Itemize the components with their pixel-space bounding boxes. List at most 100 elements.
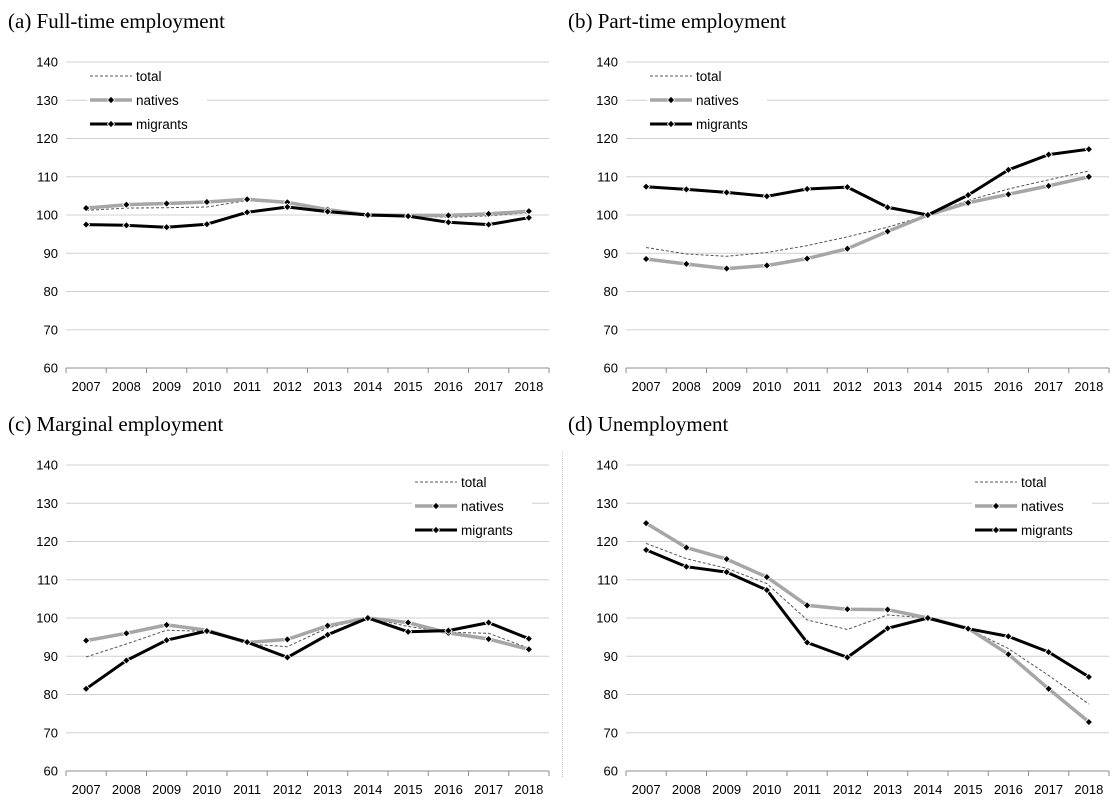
series-line-natives [645,175,1090,271]
y-tick-label: 100 [596,611,618,626]
x-tick-label: 2009 [152,782,181,797]
legend-marker-natives [666,95,676,105]
data-point-migrants [1044,150,1053,159]
chart-title: (b) Part-time employment [568,9,786,33]
y-tick-label: 90 [44,649,58,664]
x-tick-label: 2010 [752,782,781,797]
legend-label-total: total [461,475,487,490]
legend-marker-migrants [431,525,441,535]
data-point-natives [843,605,852,614]
data-point-migrants [963,624,973,633]
chart-panel-d: (d) Unemployment 60 70 80 90 100 110 120 130 140 2… [560,403,1119,806]
data-point-migrants [323,207,332,216]
data-point-natives [444,211,453,220]
data-point-natives [883,227,892,236]
series-line-migrants [645,548,1090,679]
data-point-migrants [363,210,373,220]
y-tick-label: 140 [36,55,58,70]
x-tick-label: 2016 [994,379,1023,394]
data-point-migrants [403,211,413,221]
y-tick-label: 100 [596,208,618,223]
legend-background [412,473,532,491]
x-tick-label: 2016 [994,782,1023,797]
data-point-natives [963,198,973,207]
x-tick-label: 2018 [1074,782,1103,797]
legend-label-migrants: migrants [1021,523,1073,538]
legend-background [87,115,207,133]
data-point-migrants [403,627,413,636]
data-point-migrants [923,613,933,623]
y-tick-label: 110 [37,169,58,184]
data-point-migrants [963,190,973,200]
data-point-migrants [484,618,493,627]
legend-marker-migrants [106,119,116,129]
y-tick-label: 120 [36,534,58,549]
chart-svg: (d) Unemployment 60 70 80 90 100 110 120 130 140 2… [568,412,1110,797]
y-tick-label: 80 [44,687,58,702]
x-tick-label: 2009 [712,782,741,797]
x-tick-label: 2012 [833,379,862,394]
y-tick-label: 120 [596,534,618,549]
data-point-migrants [283,653,292,662]
data-point-migrants [1084,672,1094,682]
data-point-migrants [81,220,91,229]
data-point-migrants [81,684,91,693]
legend-label-migrants: migrants [696,117,748,132]
x-tick-label: 2013 [873,782,902,797]
y-tick-label: 100 [36,208,58,223]
x-tick-label: 2007 [72,782,101,797]
chart-panel-c: (c) Marginal employment 60 70 80 90 100 110 120… [0,403,559,806]
x-tick-label: 2010 [192,379,221,394]
x-tick-label: 2014 [913,379,942,394]
series-line-migrants [85,616,530,691]
legend-background [972,473,1092,491]
legend-background [87,67,207,85]
data-point-natives [641,518,651,528]
x-tick-label: 2018 [514,379,543,394]
y-tick-label: 70 [44,322,58,337]
x-tick-label: 2017 [1034,782,1063,797]
data-point-natives [1004,650,1013,659]
legend-background [87,91,207,109]
legend-label-total: total [136,69,162,84]
data-point-natives [843,244,852,253]
data-point-migrants [1084,145,1094,154]
legend-label-migrants: migrants [136,117,188,132]
x-tick-label: 2012 [833,782,862,797]
data-point-natives [1044,181,1053,191]
data-point-natives [1044,684,1053,693]
legend-background [972,521,1092,539]
legend-label-total: total [1021,475,1047,490]
legend-label-natives: natives [136,93,179,108]
x-tick-label: 2011 [233,379,261,394]
legend-label-natives: natives [696,93,739,108]
x-tick-label: 2014 [353,782,382,797]
data-point-natives [323,621,332,630]
y-tick-label: 130 [596,93,618,108]
data-point-migrants [883,203,892,212]
x-tick-label: 2017 [474,379,503,394]
chart-title: (d) Unemployment [568,412,729,436]
panel-divider [562,452,563,777]
data-point-natives [802,254,812,263]
legend-label-natives: natives [1021,499,1064,514]
series-line-total [85,617,530,658]
data-point-migrants [923,210,933,220]
data-point-migrants [242,208,252,217]
data-point-migrants [122,656,131,665]
x-tick-label: 2018 [514,782,543,797]
data-point-natives [122,629,131,638]
legend-label-natives: natives [461,499,504,514]
chart-svg: (c) Marginal employment 60 70 80 90 100 110 120… [8,412,550,797]
data-point-natives [162,620,171,630]
y-tick-label: 140 [596,55,618,70]
y-tick-label: 110 [597,572,618,587]
data-point-migrants [682,562,691,571]
legend-background [647,91,767,109]
legend-background [972,497,1092,515]
series-line-natives [85,616,530,652]
y-tick-label: 70 [604,322,618,337]
x-tick-label: 2010 [752,379,781,394]
x-tick-label: 2009 [152,379,181,394]
data-point-natives [403,618,413,627]
